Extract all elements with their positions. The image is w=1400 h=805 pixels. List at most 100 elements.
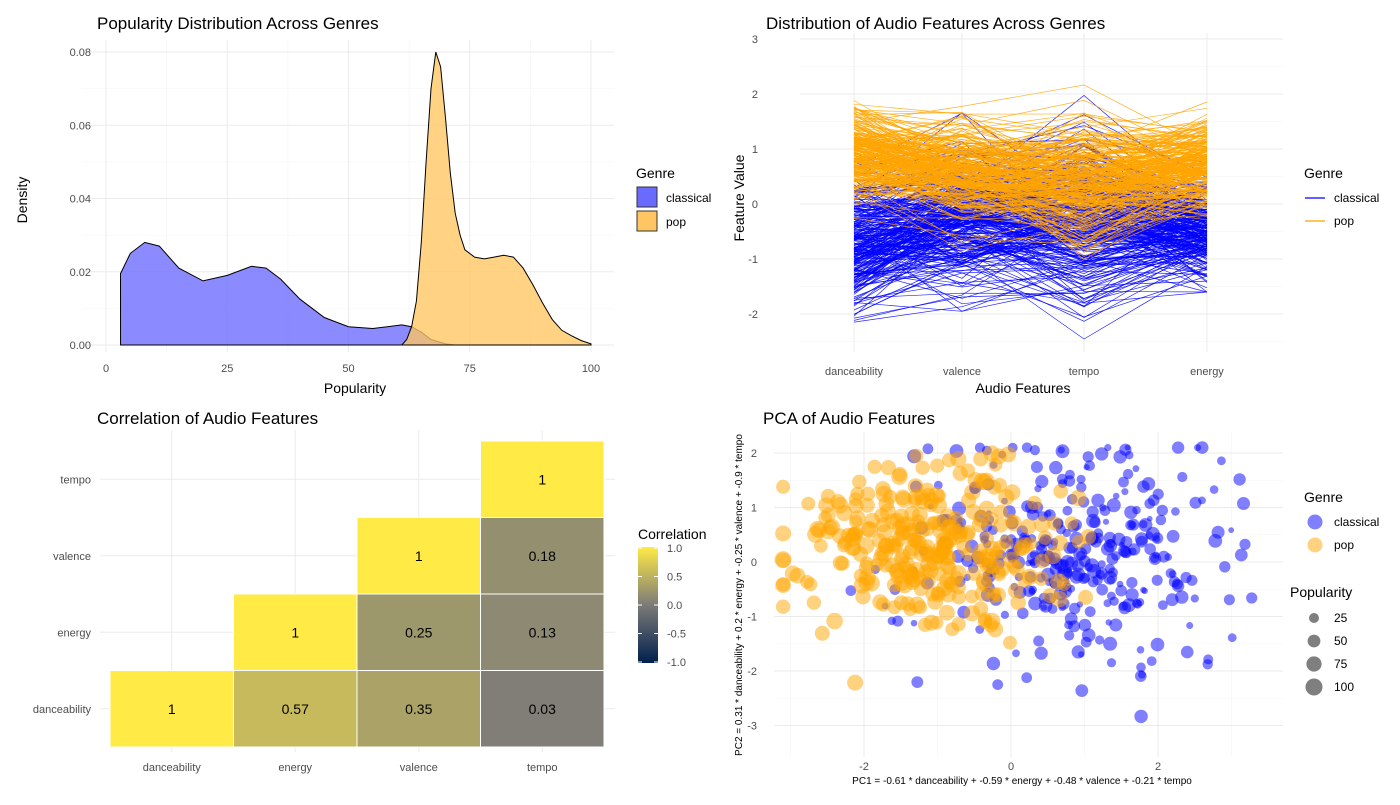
pca-legend-title: Genre bbox=[1304, 489, 1343, 505]
pca-point-classical bbox=[1137, 480, 1150, 493]
parallel-line-pop bbox=[853, 129, 1208, 196]
pca-point-classical bbox=[1095, 635, 1105, 645]
pca-point-pop bbox=[998, 488, 1015, 506]
parallel-legend: Genre classical pop bbox=[1304, 165, 1379, 228]
density-x-tick-label: 25 bbox=[221, 363, 233, 375]
pca-point-pop bbox=[900, 516, 916, 532]
parallel-line-pop bbox=[853, 143, 1208, 253]
pca-point-classical bbox=[1157, 550, 1170, 563]
pca-point-pop bbox=[992, 567, 1007, 582]
pca-point-classical bbox=[1144, 543, 1156, 555]
parallel-line-pop bbox=[853, 120, 1208, 139]
pca-point-pop bbox=[937, 541, 953, 557]
pca-point-classical bbox=[1021, 442, 1033, 453]
pca-point-pop bbox=[1053, 483, 1068, 499]
pca-point-pop bbox=[880, 460, 896, 476]
pca-point-pop bbox=[800, 574, 814, 589]
pca-point-pop bbox=[775, 525, 792, 542]
pca-point-pop bbox=[1047, 516, 1062, 531]
parallel-y-tick-label: 3 bbox=[752, 34, 758, 46]
heatmap-cell-label: 1 bbox=[168, 701, 176, 717]
pca-point-pop bbox=[914, 522, 930, 538]
pca-point-classical bbox=[1078, 618, 1092, 632]
pca-y-tick-label: 1 bbox=[751, 503, 757, 515]
pca-point-pop bbox=[910, 534, 925, 550]
parallel-line-pop bbox=[853, 158, 1208, 167]
pca-point-pop bbox=[860, 486, 876, 502]
parallel-line-pop bbox=[853, 138, 1208, 194]
density-x-tick-label: 0 bbox=[103, 363, 109, 375]
pca-point-pop bbox=[1020, 518, 1037, 535]
pca-point-classical bbox=[1075, 684, 1089, 697]
pca-point-classical bbox=[1136, 662, 1146, 673]
pca-point-pop bbox=[988, 457, 1003, 472]
pca-point-pop bbox=[977, 614, 993, 629]
parallel-x-tick-label: energy bbox=[1190, 366, 1224, 378]
parallel-line-classical bbox=[853, 248, 1208, 275]
pca-point-classical bbox=[1223, 594, 1235, 606]
pca-point-pop bbox=[909, 448, 924, 463]
pca-point-classical bbox=[1134, 709, 1148, 724]
density-area-pop bbox=[400, 51, 592, 346]
correlation-heatmap: Correlation of Audio Features 1 0.57 1 0.35… bbox=[33, 409, 707, 774]
colorbar-tick-label: -1.0 bbox=[667, 657, 686, 669]
colorbar-tick-label: -0.5 bbox=[667, 629, 686, 641]
parallel-line-pop bbox=[853, 121, 1208, 198]
parallel-line-classical bbox=[853, 210, 1208, 308]
pca-point-classical bbox=[1156, 504, 1169, 517]
pca-point-classical bbox=[1166, 529, 1180, 543]
density-y-tick-label: 0.04 bbox=[70, 194, 91, 206]
size-legend-key bbox=[1309, 613, 1319, 623]
pca-point-classical bbox=[1125, 520, 1136, 531]
parallel-line-pop bbox=[853, 107, 1208, 148]
parallel-y-tick-label: -2 bbox=[748, 309, 758, 321]
parallel-line-pop bbox=[853, 142, 1208, 213]
parallel-line-pop bbox=[853, 180, 1208, 238]
legend-label-classical: classical bbox=[1334, 191, 1379, 205]
pca-point-pop bbox=[961, 547, 975, 561]
pca-point-classical bbox=[1023, 585, 1035, 597]
colorbar-tick-label: 0.0 bbox=[667, 600, 682, 612]
pca-point-pop bbox=[921, 561, 939, 579]
pca-point-pop bbox=[882, 489, 898, 505]
pca-point-classical bbox=[1063, 568, 1073, 577]
pca-point-classical bbox=[1030, 461, 1043, 473]
pca-point-classical bbox=[1180, 571, 1192, 584]
parallel-line-classical bbox=[853, 248, 1208, 323]
density-legend-title: Genre bbox=[636, 165, 675, 181]
pca-point-classical bbox=[1084, 562, 1094, 572]
pca-point-pop bbox=[939, 604, 955, 621]
parallel-line-classical bbox=[853, 230, 1208, 288]
parallel-line-classical bbox=[853, 210, 1208, 250]
parallel-line-pop bbox=[853, 136, 1208, 157]
pca-point-pop bbox=[1009, 561, 1025, 577]
pca-point-classical bbox=[1069, 602, 1081, 615]
pca-point-classical bbox=[1171, 507, 1180, 516]
pca-point-classical bbox=[1155, 514, 1167, 526]
pca-point-classical bbox=[1228, 527, 1235, 533]
pca-point-pop bbox=[1078, 589, 1094, 605]
pca-point-classical bbox=[1104, 444, 1112, 452]
pca-point-pop bbox=[925, 587, 940, 602]
parallel-line-pop bbox=[853, 141, 1208, 193]
size-legend-key bbox=[1305, 678, 1323, 696]
pca-scatter-chart: PCA of Audio Features -2 0 2 -3 -2 -1 0 1 2 PC1… bbox=[734, 409, 1379, 787]
legend-key-pop bbox=[1307, 537, 1323, 553]
pca-point-classical bbox=[1233, 473, 1246, 486]
parallel-y-tick-label: 0 bbox=[752, 199, 758, 211]
pca-point-classical bbox=[1146, 656, 1157, 666]
pca-point-pop bbox=[945, 622, 960, 637]
heatmap-cell bbox=[480, 517, 605, 595]
pca-point-classical bbox=[1237, 497, 1250, 510]
parallel-line-classical bbox=[853, 178, 1208, 271]
colorbar bbox=[638, 547, 658, 663]
pca-point-pop bbox=[1034, 516, 1051, 533]
pca-point-classical bbox=[1150, 554, 1160, 563]
pca-point-classical bbox=[1135, 535, 1148, 548]
pca-point-pop bbox=[952, 523, 968, 540]
pca-point-pop bbox=[852, 474, 867, 489]
parallel-line-classical bbox=[853, 232, 1208, 270]
parallel-line-classical bbox=[853, 236, 1208, 265]
density-x-tick-label: 50 bbox=[342, 363, 354, 375]
pca-point-classical bbox=[1209, 485, 1219, 494]
